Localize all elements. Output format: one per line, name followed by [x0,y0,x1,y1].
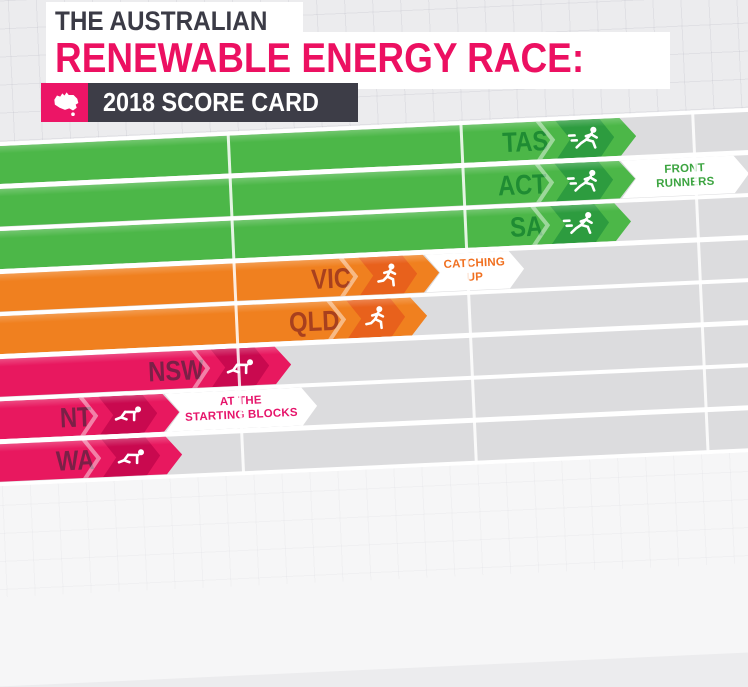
chevron-divider [535,121,557,160]
state-label-qld: QLD [288,304,340,339]
runner-chevron-nt [98,394,158,435]
below-track-area [0,446,748,687]
tier-label-line2: RUNNERS [655,175,715,190]
australia-map-icon [41,83,88,122]
scorecard-badge: 2018 SCORE CARD [41,83,358,122]
state-label-wa: WA [55,443,95,477]
infographic-page: { "header": { "kicker": "THE AUSTRALIAN"… [0,0,748,503]
runner-chevron-sa [550,203,610,244]
tier-chip-front-runners: FRONT RUNNERS [620,155,748,199]
tier-chip-catching-up: CATCHING UP [424,250,525,292]
runner-icon [361,304,392,331]
chevron-divider [530,206,552,245]
runner-chevron-act [554,161,614,202]
state-label-tas: TAS [501,125,549,159]
crawler-icon [111,402,146,428]
kicker-text: THE AUSTRALIAN [55,6,268,36]
page-title: RENEWABLE ENERGY RACE: [55,34,585,81]
runner-chevron-wa [101,437,161,478]
runner-chevron-vic [358,255,418,296]
runner-icon [373,261,404,288]
state-label-nsw: NSW [147,353,204,387]
scorecard-label: 2018 SCORE CARD [103,87,319,117]
state-label-sa: SA [509,210,544,243]
scorecard-badge-box: 2018 SCORE CARD [88,83,358,122]
chevron-divider [534,163,556,202]
title-highlight: RENEWABLE ENERGY RACE: [46,32,671,89]
runner-chevron-tas [555,118,615,159]
race-track: TAS FRONT RUNNERS ACT SA [0,103,748,687]
sprinter-icon [567,125,604,153]
state-label-nt: NT [58,401,93,434]
chevron-divider [81,439,103,478]
tier-label-line1: CATCHING [443,255,506,271]
state-label-act: ACT [497,167,548,201]
crawler-icon [114,444,149,470]
state-label-vic: VIC [310,261,352,295]
chevron-divider [326,300,348,339]
chevron-divider [190,349,212,388]
sprinter-icon [566,167,603,195]
chevron-divider [78,397,100,436]
sprinter-icon [562,210,599,238]
chevron-divider [338,257,360,296]
runner-chevron-qld [346,298,406,339]
